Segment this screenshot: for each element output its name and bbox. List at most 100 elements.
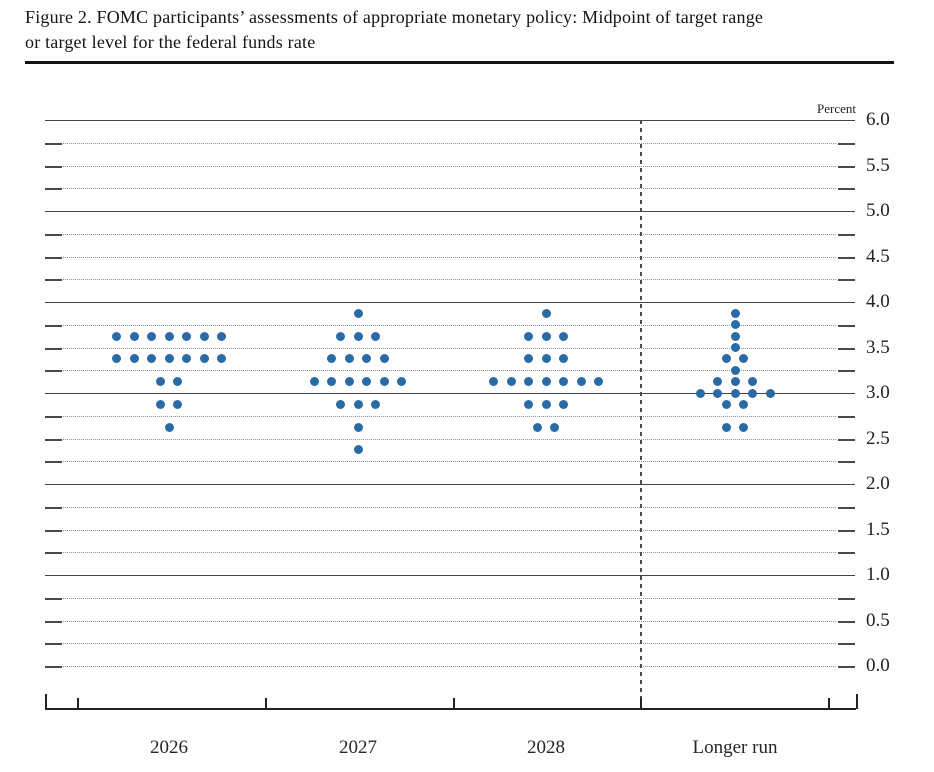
projection-dot [730, 365, 740, 375]
projection-dot [721, 399, 731, 409]
projection-dot [397, 377, 407, 387]
projection-dot [155, 377, 165, 387]
projection-dot [327, 354, 337, 364]
projection-dot [765, 388, 775, 398]
projection-dot [217, 331, 226, 341]
x-axis-tick [640, 698, 642, 709]
gridline-dotted [45, 188, 836, 190]
projection-dot [155, 399, 165, 409]
category-label: 2028 [527, 737, 565, 758]
y-axis-label: 2.5 [866, 427, 890, 449]
projection-dot [362, 354, 372, 364]
projection-dot [164, 331, 174, 341]
category-label: 2026 [150, 737, 188, 758]
y-tick-right [838, 142, 855, 145]
projection-dot [721, 354, 731, 364]
gridline-dotted [45, 552, 836, 554]
projection-dot [739, 422, 749, 432]
y-tick-left [45, 620, 62, 623]
y-axis-label: 1.0 [866, 564, 890, 585]
gridline-dotted [45, 279, 836, 281]
gridline-dotted [45, 324, 836, 326]
projection-dot [336, 331, 345, 341]
gridline-dotted [45, 666, 836, 667]
y-axis-label: 0.0 [866, 655, 890, 676]
projection-dot [559, 377, 568, 387]
projection-dot [112, 331, 121, 341]
projection-dot [344, 377, 354, 387]
projection-dot [594, 377, 603, 387]
projection-dot [327, 377, 337, 387]
gridline-dotted [45, 415, 836, 417]
gridline-dotted [45, 370, 836, 372]
projection-dot [217, 354, 226, 364]
y-tick-left [45, 279, 62, 282]
y-tick-right [838, 666, 855, 668]
x-axis-tick [828, 698, 830, 709]
y-tick-right [838, 256, 855, 259]
projection-dot [730, 377, 740, 387]
projection-dot [713, 377, 722, 387]
gridline-solid [45, 393, 855, 394]
projection-dot [695, 388, 705, 398]
gridline-dotted [45, 461, 836, 463]
projection-dot [524, 331, 533, 341]
gridline-dotted [45, 233, 836, 235]
x-axis-line [45, 708, 856, 710]
projection-dot [739, 399, 749, 409]
projection-dot [489, 377, 498, 387]
projection-dot [353, 422, 363, 432]
y-tick-left [45, 256, 62, 259]
x-axis-corner [45, 694, 47, 709]
projection-dot [506, 377, 516, 387]
figure-title-line1: Figure 2. FOMC participants’ assessments… [25, 7, 764, 27]
projection-dot [524, 354, 533, 364]
projection-dot [199, 331, 209, 341]
y-axis-label: 2.0 [866, 473, 890, 494]
y-tick-right [838, 552, 855, 555]
gridline-dotted [45, 529, 836, 531]
projection-dot [524, 377, 533, 387]
projection-dot [362, 377, 372, 387]
y-axis-unit-label: Percent [817, 101, 856, 116]
figure-title-line2: or target level for the federal funds ra… [25, 32, 316, 52]
y-tick-right [838, 643, 855, 646]
projection-dot [541, 377, 551, 387]
y-tick-left [45, 666, 62, 668]
y-tick-right [838, 165, 855, 168]
y-tick-right [838, 506, 855, 509]
y-tick-left [45, 506, 62, 509]
gridline-dotted [45, 142, 836, 144]
y-tick-left [45, 324, 62, 327]
y-tick-right [838, 279, 855, 282]
projection-dot [147, 331, 156, 341]
gridline-dotted [45, 256, 836, 258]
projection-dot [541, 331, 551, 341]
y-tick-left [45, 165, 62, 168]
gridline-dotted [45, 643, 836, 645]
projection-dot [748, 377, 757, 387]
y-tick-right [838, 324, 855, 327]
projection-dot [379, 377, 389, 387]
projection-dot [739, 354, 749, 364]
y-axis-label: 1.5 [866, 518, 890, 540]
y-axis-label: 6.0 [866, 109, 890, 130]
projection-dot [541, 399, 551, 409]
y-tick-left [45, 461, 62, 464]
y-tick-left [45, 643, 62, 646]
projection-dot [164, 422, 174, 432]
gridline-dotted [45, 165, 836, 167]
projection-dot [164, 354, 174, 364]
gridline-dotted [45, 620, 836, 622]
projection-dot [730, 388, 740, 398]
projection-dot [173, 399, 183, 409]
y-tick-right [838, 529, 855, 532]
projection-dot [559, 399, 568, 409]
y-tick-left [45, 142, 62, 145]
gridline-dotted [45, 347, 836, 349]
y-tick-right [838, 438, 855, 441]
y-tick-left [45, 415, 62, 418]
y-tick-right [838, 233, 855, 236]
x-axis-tick [453, 698, 455, 709]
